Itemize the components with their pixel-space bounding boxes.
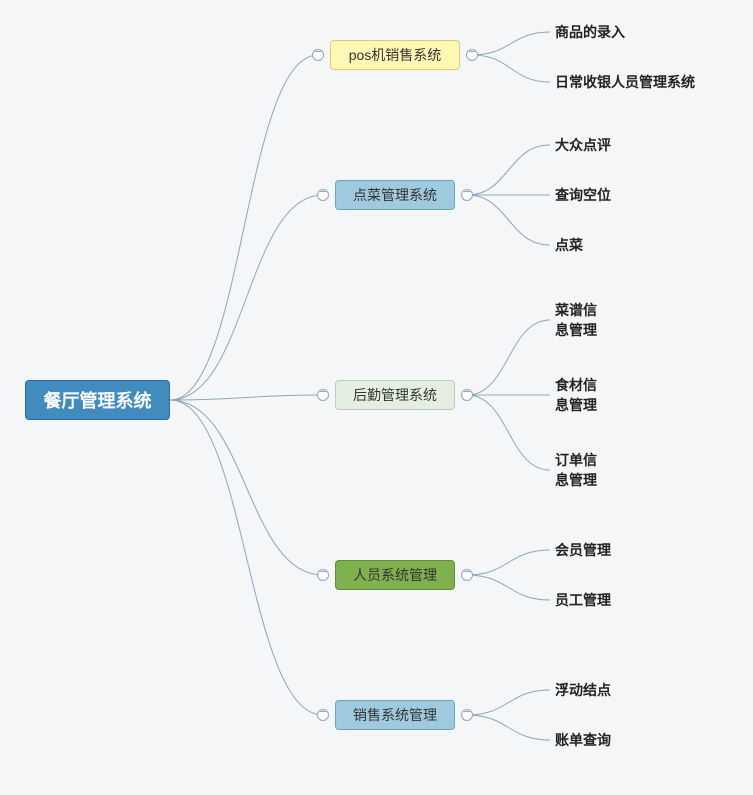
branch-node-pos[interactable]: pos机销售系统 [330, 40, 460, 70]
leaf-label-logistics-2: 订单信 息管理 [555, 450, 597, 490]
leaf-node-order-1[interactable]: 查询空位 [555, 185, 655, 205]
branch-label-order: 点菜管理系统 [353, 185, 437, 205]
branch-label-logistics: 后勤管理系统 [353, 385, 437, 405]
branch-node-people[interactable]: 人员系统管理 [335, 560, 455, 590]
leaf-node-logistics-0[interactable]: 菜谱信 息管理 [555, 300, 635, 340]
collapse-toggle-order-left[interactable] [317, 189, 329, 201]
leaf-node-order-2[interactable]: 点菜 [555, 235, 655, 255]
leaf-label-pos-0: 商品的录入 [555, 22, 625, 42]
collapse-toggle-pos-left[interactable] [312, 49, 324, 61]
root-label: 餐厅管理系统 [44, 387, 152, 413]
leaf-label-people-0: 会员管理 [555, 540, 611, 560]
collapse-toggle-sales-right[interactable] [461, 709, 473, 721]
leaf-node-pos-0[interactable]: 商品的录入 [555, 22, 675, 42]
leaf-label-sales-0: 浮动结点 [555, 680, 611, 700]
leaf-label-order-2: 点菜 [555, 235, 583, 255]
leaf-label-order-0: 大众点评 [555, 135, 611, 155]
collapse-toggle-logistics-right[interactable] [461, 389, 473, 401]
leaf-label-order-1: 查询空位 [555, 185, 611, 205]
leaf-node-people-0[interactable]: 会员管理 [555, 540, 655, 560]
branch-node-sales[interactable]: 销售系统管理 [335, 700, 455, 730]
mindmap-canvas: 餐厅管理系统 pos机销售系统 商品的录入日常收银人员管理系统点菜管理系统 大众点评查… [0, 0, 753, 795]
root-node[interactable]: 餐厅管理系统 [25, 380, 170, 420]
branch-node-logistics[interactable]: 后勤管理系统 [335, 380, 455, 410]
branch-label-people: 人员系统管理 [353, 565, 437, 585]
leaf-node-logistics-1[interactable]: 食材信 息管理 [555, 375, 635, 415]
collapse-toggle-sales-left[interactable] [317, 709, 329, 721]
leaf-label-sales-1: 账单查询 [555, 730, 611, 750]
leaf-label-pos-1: 日常收银人员管理系统 [555, 72, 695, 92]
leaf-label-logistics-1: 食材信 息管理 [555, 375, 597, 415]
branch-node-order[interactable]: 点菜管理系统 [335, 180, 455, 210]
branch-label-sales: 销售系统管理 [353, 705, 437, 725]
collapse-toggle-logistics-left[interactable] [317, 389, 329, 401]
collapse-toggle-people-right[interactable] [461, 569, 473, 581]
leaf-node-people-1[interactable]: 员工管理 [555, 590, 655, 610]
collapse-toggle-order-right[interactable] [461, 189, 473, 201]
collapse-toggle-pos-right[interactable] [466, 49, 478, 61]
branch-label-pos: pos机销售系统 [349, 45, 442, 65]
leaf-node-sales-1[interactable]: 账单查询 [555, 730, 655, 750]
leaf-label-logistics-0: 菜谱信 息管理 [555, 300, 597, 340]
leaf-label-people-1: 员工管理 [555, 590, 611, 610]
leaf-node-pos-1[interactable]: 日常收银人员管理系统 [555, 72, 735, 92]
leaf-node-sales-0[interactable]: 浮动结点 [555, 680, 655, 700]
leaf-node-logistics-2[interactable]: 订单信 息管理 [555, 450, 635, 490]
collapse-toggle-people-left[interactable] [317, 569, 329, 581]
leaf-node-order-0[interactable]: 大众点评 [555, 135, 655, 155]
